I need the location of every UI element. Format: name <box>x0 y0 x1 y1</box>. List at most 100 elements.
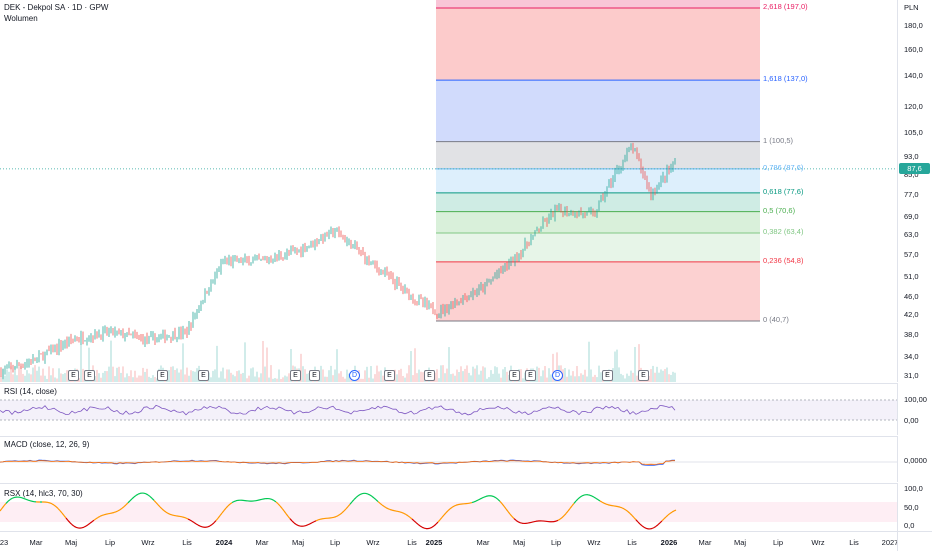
volume-bar <box>374 374 375 382</box>
volume-bar <box>344 379 345 382</box>
volume-bar <box>622 375 623 382</box>
earnings-marker[interactable]: E <box>424 370 435 381</box>
volume-bar <box>658 373 659 382</box>
volume-bar <box>98 373 99 382</box>
rsx-line <box>48 502 50 503</box>
volume-bar <box>472 367 473 382</box>
time-label: Lis <box>849 538 859 547</box>
volume-bar <box>62 374 63 382</box>
earnings-marker[interactable]: E <box>68 370 79 381</box>
dividend-marker[interactable]: D <box>349 370 360 381</box>
macd-axis[interactable]: 0,0000 <box>897 436 932 482</box>
volume-bar <box>242 373 243 382</box>
earnings-marker[interactable]: E <box>198 370 209 381</box>
rsx-line <box>598 500 600 501</box>
volume-bar <box>214 369 215 382</box>
volume-bar <box>238 370 239 382</box>
dividend-marker[interactable]: D <box>552 370 563 381</box>
rsx-line <box>436 522 438 524</box>
rsx-line <box>182 517 184 518</box>
rsx-pane[interactable]: RSX (14, hlc3, 70, 30) <box>0 483 897 532</box>
earnings-marker[interactable]: E <box>509 370 520 381</box>
volume-bar <box>500 378 501 382</box>
volume-label: Wolumen <box>4 14 38 24</box>
rsx-tick-0: 0,0 <box>904 521 914 530</box>
fib-level-label: 2,618 (197,0) <box>763 2 808 11</box>
rsx-line <box>456 505 458 506</box>
volume-bar <box>480 371 481 382</box>
rsx-line <box>494 497 496 498</box>
volume-bar <box>282 377 283 382</box>
volume-bar <box>236 371 237 382</box>
rsx-label: RSX (14, hlc3, 70, 30) <box>4 489 83 499</box>
rsx-tick-50: 50,0 <box>904 503 919 512</box>
rsx-line <box>334 517 336 518</box>
rsx-line <box>398 511 400 512</box>
rsx-chart[interactable] <box>0 484 897 532</box>
volume-bar <box>470 375 471 382</box>
volume-bar <box>414 348 415 382</box>
volume-bar <box>330 366 331 382</box>
volume-bar <box>582 375 583 382</box>
volume-bar <box>504 367 505 382</box>
price-tick: 140,0 <box>904 71 923 80</box>
volume-bar <box>668 374 669 382</box>
price-tick: 77,0 <box>904 190 919 199</box>
macd-chart[interactable] <box>0 437 897 483</box>
macd-pane[interactable]: MACD (close, 12, 26, 9) <box>0 436 897 483</box>
volume-bar <box>16 375 17 382</box>
earnings-marker[interactable]: E <box>84 370 95 381</box>
volume-bar <box>150 378 151 382</box>
rsx-line <box>86 525 88 526</box>
volume-bar <box>0 376 1 382</box>
rsi-tick-100: 100,00 <box>904 395 927 404</box>
rsx-axis[interactable]: 100,0 50,0 0,0 <box>897 483 932 531</box>
volume-bar <box>572 371 573 382</box>
rsi-axis[interactable]: 100,00 0,00 <box>897 383 932 435</box>
fib-zone <box>436 233 760 262</box>
earnings-marker[interactable]: E <box>309 370 320 381</box>
time-label: Maj <box>513 538 525 547</box>
volume-bar <box>584 370 585 382</box>
earnings-marker[interactable]: E <box>290 370 301 381</box>
volume-bar <box>576 366 577 382</box>
time-label: Wrz <box>366 538 379 547</box>
volume-bar <box>396 374 397 382</box>
rsi-chart[interactable] <box>0 384 897 436</box>
earnings-marker[interactable]: E <box>384 370 395 381</box>
earnings-marker[interactable]: E <box>602 370 613 381</box>
rsx-line <box>578 497 580 499</box>
earnings-marker[interactable]: E <box>638 370 649 381</box>
volume-bar <box>536 367 537 382</box>
volume-bar <box>256 372 257 382</box>
volume-bar <box>380 370 381 382</box>
time-label: Mar <box>699 538 712 547</box>
time-label: Mar <box>30 538 43 547</box>
rsi-pane[interactable]: RSI (14, close) <box>0 383 897 436</box>
symbol-title: DEK - Dekpol SA · 1D · GPW <box>4 3 108 13</box>
rsx-line <box>422 527 424 528</box>
volume-bar <box>670 375 671 382</box>
volume-bar <box>408 365 409 382</box>
rsx-line <box>476 500 478 501</box>
volume-bar <box>6 369 7 382</box>
volume-bar <box>598 366 599 382</box>
volume-bar <box>440 365 441 382</box>
rsx-tick-100: 100,0 <box>904 484 923 493</box>
volume-bar <box>336 349 337 382</box>
volume-bar <box>22 374 23 382</box>
axis-corner[interactable] <box>897 531 932 551</box>
time-label: Lip <box>105 538 115 547</box>
earnings-marker[interactable]: E <box>157 370 168 381</box>
volume-bar <box>662 371 663 382</box>
rsx-line <box>674 510 676 511</box>
volume-bar <box>502 369 503 382</box>
rsx-line <box>314 521 316 522</box>
rsx-line <box>356 496 358 498</box>
earnings-marker[interactable]: E <box>525 370 536 381</box>
time-label: 2027 <box>882 538 899 547</box>
price-chart-pane[interactable]: DEK - Dekpol SA · 1D · GPW Wolumen 2,618… <box>0 0 897 382</box>
volume-bar <box>14 366 15 382</box>
